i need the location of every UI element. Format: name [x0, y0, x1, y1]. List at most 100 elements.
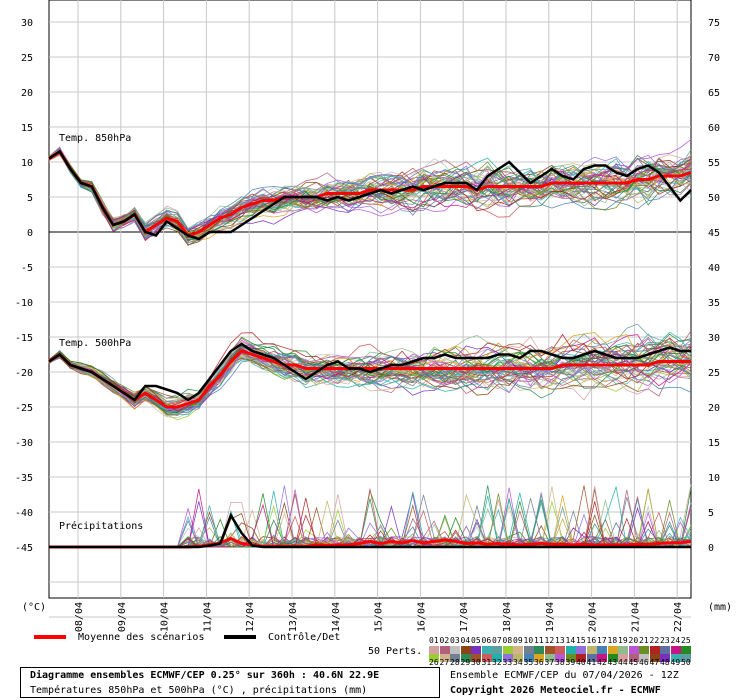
right-tick-label: 70 — [708, 53, 720, 64]
legend-perts-label: 50 Perts. — [368, 646, 423, 657]
pert-number: 14 — [565, 636, 576, 645]
pert-swatch — [597, 654, 607, 662]
member-line-t850 — [48, 146, 692, 240]
pert-number: 07 — [492, 636, 502, 645]
date-tick-label: 14/04 — [331, 602, 342, 632]
pert-swatch — [544, 654, 555, 662]
series-control-precip — [49, 512, 691, 549]
right-tick-label: 10 — [708, 473, 720, 484]
pert-swatch — [460, 646, 471, 654]
pert-swatch — [639, 654, 649, 662]
pert-swatch — [481, 654, 492, 662]
left-unit-label: (°C) — [22, 602, 46, 613]
right-tick-label: 60 — [708, 123, 720, 134]
legend-mean-swatch — [34, 635, 66, 639]
pert-number: 11 — [534, 636, 544, 645]
pert-number: 35 — [523, 658, 534, 667]
pert-number: 45 — [628, 658, 639, 667]
date-tick-label: 11/04 — [202, 602, 213, 632]
pert-number: 36 — [534, 658, 544, 667]
right-tick-label: 0 — [708, 543, 714, 554]
pert-number: 47 — [649, 658, 660, 667]
pert-swatch — [565, 646, 576, 654]
pert-swatch — [523, 646, 534, 654]
series-control-t850 — [48, 149, 692, 241]
series-mean-t500 — [48, 349, 691, 409]
left-tick-label: -40 — [15, 508, 33, 519]
pert-number: 30 — [471, 658, 481, 667]
pert-number: 19 — [618, 636, 628, 645]
pert-swatch — [471, 646, 481, 654]
pert-swatch — [565, 654, 576, 662]
member-line-t500 — [48, 332, 692, 408]
left-tick-label: -45 — [15, 543, 33, 554]
date-tick-label: 18/04 — [502, 602, 513, 632]
footer-box: Diagramme ensembles ECMWF/CEP 0.25° sur … — [20, 667, 440, 698]
pert-number: 32 — [492, 658, 502, 667]
pert-swatch — [628, 646, 639, 654]
series-mean-t850 — [48, 149, 692, 238]
pert-number: 16 — [586, 636, 597, 645]
pert-number: 02 — [439, 636, 450, 645]
pert-swatch — [670, 654, 681, 662]
right-tick-label: 25 — [708, 368, 720, 379]
pert-swatch — [618, 646, 628, 654]
member-line-t500 — [48, 333, 692, 399]
left-tick-label: -20 — [15, 368, 33, 379]
member-line-t500 — [48, 345, 692, 414]
pert-number: 13 — [555, 636, 565, 645]
pert-number: 09 — [513, 636, 523, 645]
pert-number: 33 — [502, 658, 513, 667]
pert-swatch — [450, 646, 460, 654]
member-line-t500 — [48, 348, 692, 409]
pert-swatch — [670, 646, 681, 654]
legend-control-swatch — [224, 635, 256, 639]
right-tick-label: 30 — [708, 333, 720, 344]
pert-swatch — [429, 654, 439, 662]
date-tick-label: 16/04 — [416, 602, 427, 632]
pert-swatch — [607, 646, 618, 654]
grid — [49, 0, 691, 618]
pert-swatch — [460, 654, 471, 662]
left-tick-label: 25 — [21, 53, 33, 64]
pert-swatch — [660, 646, 670, 654]
pert-swatch — [555, 654, 565, 662]
annotation-t500: Temp. 500hPa — [59, 338, 131, 349]
pert-number: 50 — [681, 658, 691, 667]
pert-swatch — [628, 654, 639, 662]
member-line-t850 — [48, 151, 692, 246]
pert-swatch — [597, 646, 607, 654]
pert-swatch — [555, 646, 565, 654]
member-line-t850 — [48, 152, 692, 229]
date-tick-label: 13/04 — [288, 602, 299, 632]
date-tick-label: 19/04 — [545, 602, 556, 632]
right-tick-label: 65 — [708, 88, 720, 99]
member-line-t850 — [48, 148, 692, 235]
pert-number: 42 — [597, 658, 607, 667]
pert-number: 44 — [618, 658, 628, 667]
pert-swatch — [439, 646, 450, 654]
main-series — [48, 149, 692, 549]
legend-control-label: Contrôle/Det — [268, 632, 341, 643]
pert-swatch — [649, 654, 660, 662]
pert-swatch — [513, 654, 523, 662]
annotation-t850: Temp. 850hPa — [59, 133, 131, 144]
pert-number: 37 — [544, 658, 555, 667]
right-tick-label: 50 — [708, 193, 720, 204]
pert-number: 43 — [607, 658, 618, 667]
footer-title: Diagramme ensembles ECMWF/CEP 0.25° sur … — [30, 670, 380, 681]
date-tick-label: 22/04 — [673, 602, 684, 632]
left-tick-label: -35 — [15, 473, 33, 484]
date-tick-label: 21/04 — [630, 602, 641, 632]
pert-number: 08 — [502, 636, 513, 645]
pert-swatch — [681, 646, 691, 654]
plot-area — [48, 0, 692, 599]
pert-swatch — [523, 654, 534, 662]
pert-swatch — [544, 646, 555, 654]
left-tick-label: 30 — [21, 18, 33, 29]
pert-number: 41 — [586, 658, 597, 667]
date-tick-label: 12/04 — [245, 602, 256, 632]
pert-swatch — [513, 646, 523, 654]
pert-number: 23 — [660, 636, 670, 645]
